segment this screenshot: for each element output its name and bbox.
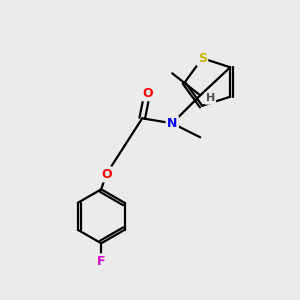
Text: S: S: [198, 52, 207, 65]
Text: N: N: [167, 117, 177, 130]
Text: O: O: [142, 87, 152, 100]
Text: F: F: [97, 255, 106, 268]
Text: O: O: [101, 168, 112, 181]
Text: H: H: [206, 93, 215, 103]
